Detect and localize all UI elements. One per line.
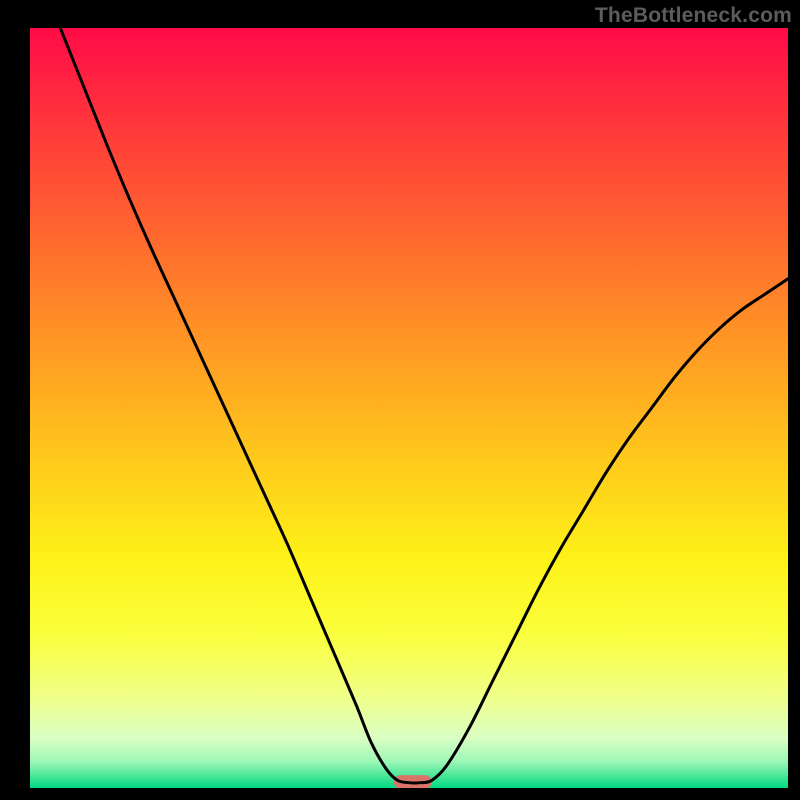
- watermark-label: TheBottleneck.com: [595, 4, 792, 28]
- plot-background: [30, 28, 788, 788]
- plot-svg: [0, 0, 800, 800]
- chart-canvas: TheBottleneck.com: [0, 0, 800, 800]
